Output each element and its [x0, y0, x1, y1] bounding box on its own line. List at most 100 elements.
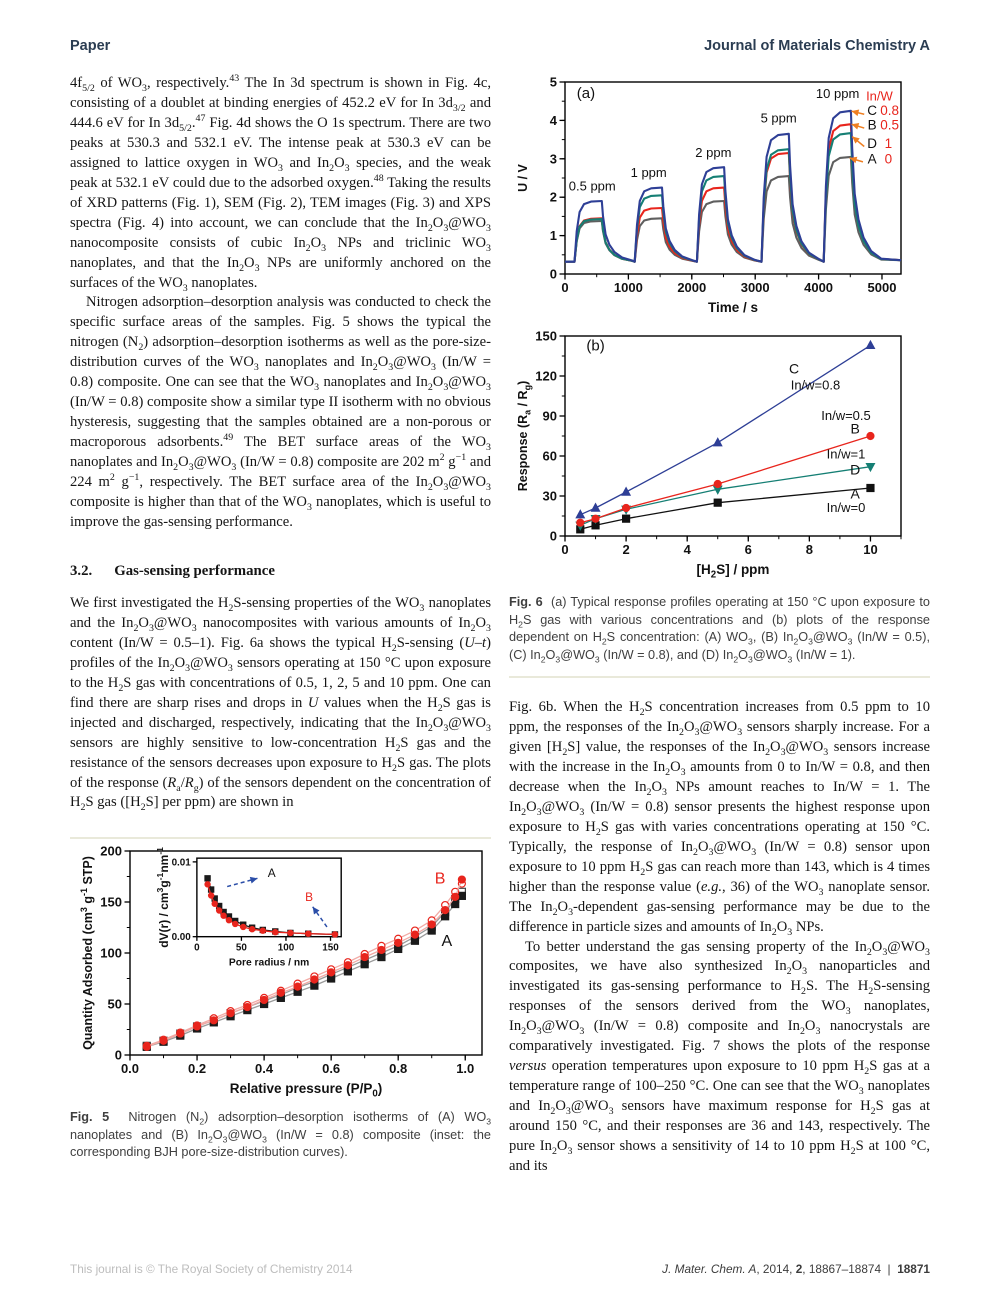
paragraph: To better understand the gas sensing pro…	[509, 938, 931, 1174]
page-footer: This journal is © The Royal Society of C…	[70, 1262, 930, 1276]
section-title: Gas-sensing performance	[114, 562, 275, 579]
svg-text:B: B	[435, 871, 446, 888]
section-heading: 3.2. Gas-sensing performance	[70, 563, 491, 580]
paragraph: We first investigated the H2S-sensing pr…	[70, 594, 491, 814]
svg-text:1: 1	[885, 136, 893, 151]
svg-text:0: 0	[115, 1048, 122, 1063]
svg-text:150: 150	[100, 895, 122, 910]
svg-text:B: B	[868, 118, 877, 133]
svg-text:30: 30	[543, 489, 557, 504]
svg-text:60: 60	[543, 449, 557, 464]
svg-text:0.5 ppm: 0.5 ppm	[569, 178, 616, 193]
svg-text:2: 2	[622, 542, 629, 557]
svg-text:0.4: 0.4	[255, 1061, 274, 1076]
svg-text:0.6: 0.6	[322, 1061, 340, 1076]
svg-text:4: 4	[684, 542, 692, 557]
svg-text:0.5: 0.5	[880, 118, 899, 133]
svg-text:0: 0	[885, 151, 893, 166]
svg-text:120: 120	[535, 369, 557, 384]
svg-text:3000: 3000	[741, 280, 770, 295]
paragraph: Fig. 6b. When the H2S concentration incr…	[509, 699, 931, 938]
svg-text:Pore radius / nm: Pore radius / nm	[229, 958, 309, 969]
page-header: Paper Journal of Materials Chemistry A	[70, 38, 930, 54]
journal-title: Journal of Materials Chemistry A	[704, 38, 930, 54]
svg-text:C: C	[867, 103, 877, 118]
svg-text:5000: 5000	[868, 280, 897, 295]
svg-text:A: A	[868, 151, 877, 166]
svg-text:200: 200	[100, 844, 122, 859]
svg-text:4000: 4000	[804, 280, 833, 295]
svg-text:90: 90	[543, 409, 557, 424]
svg-text:1000: 1000	[614, 280, 643, 295]
svg-text:1 ppm: 1 ppm	[631, 165, 667, 180]
svg-text:10: 10	[863, 542, 877, 557]
header-left-label: Paper	[70, 38, 111, 54]
paragraph: Nitrogen adsorption–desorption analysis …	[70, 294, 492, 530]
svg-text:In/w=0.8: In/w=0.8	[791, 377, 841, 392]
svg-text:100: 100	[100, 946, 122, 961]
figure-separator	[70, 837, 491, 840]
svg-text:[H2S] / ppm: [H2S] / ppm	[697, 562, 770, 581]
svg-text:In/w=1: In/w=1	[827, 447, 866, 462]
svg-text:3: 3	[550, 151, 557, 166]
paragraph: 4f5/2 of WO3, respectively.43 The In 3d …	[70, 73, 492, 294]
svg-text:Response (Ra / Rg): Response (Ra / Rg)	[516, 381, 532, 492]
svg-text:8: 8	[806, 542, 813, 557]
svg-text:0: 0	[550, 529, 557, 544]
svg-text:1.0: 1.0	[456, 1061, 474, 1076]
fig5-isotherm-chart: 0.0 0.2 0.4 0.6 0.8 1.0 0 50 100 150 200 Relative p…	[79, 844, 483, 1100]
citation-page-number: J. Mater. Chem. A, 2014, 2, 18867–18874 …	[662, 1262, 930, 1276]
left-column: 4f5/2 of WO3, respectively.43 The In 3d …	[70, 74, 491, 1162]
svg-text:A: A	[851, 486, 861, 502]
svg-text:0.8: 0.8	[880, 103, 899, 118]
fig6-caption: Fig. 6 (a) Typical response profiles ope…	[509, 595, 930, 665]
copyright-notice: This journal is © The Royal Society of C…	[70, 1262, 353, 1276]
svg-text:0: 0	[194, 943, 200, 954]
figure-separator	[509, 676, 930, 679]
svg-text:0: 0	[550, 267, 557, 282]
svg-text:Time / s: Time / s	[708, 300, 758, 315]
svg-text:D: D	[850, 462, 860, 478]
svg-text:50: 50	[108, 997, 122, 1012]
svg-text:100: 100	[278, 943, 295, 954]
svg-text:B: B	[305, 890, 313, 904]
svg-text:2000: 2000	[677, 280, 706, 295]
svg-text:C: C	[789, 360, 799, 376]
svg-text:50: 50	[236, 943, 247, 954]
svg-text:0.0: 0.0	[121, 1061, 139, 1076]
svg-text:In/W: In/W	[866, 88, 893, 103]
svg-text:In/w=0.5: In/w=0.5	[821, 408, 871, 423]
svg-text:10 ppm: 10 ppm	[816, 86, 859, 101]
svg-text:In/w=0: In/w=0	[827, 500, 866, 515]
svg-text:5 ppm: 5 ppm	[761, 110, 797, 125]
svg-text:150: 150	[535, 329, 557, 344]
svg-text:2: 2	[550, 190, 557, 205]
svg-text:D: D	[867, 136, 877, 151]
svg-text:0: 0	[561, 542, 568, 557]
svg-text:0.8: 0.8	[389, 1061, 407, 1076]
svg-text:U / V: U / V	[516, 163, 530, 191]
svg-text:B: B	[851, 420, 860, 436]
svg-text:A: A	[441, 933, 452, 950]
svg-text:150: 150	[322, 943, 339, 954]
svg-text:2 ppm: 2 ppm	[695, 145, 731, 160]
svg-text:0: 0	[561, 280, 568, 295]
svg-text:Relative pressure (P/P0): Relative pressure (P/P0)	[230, 1081, 382, 1100]
svg-text:dV(r) / cm3g-1nm-1: dV(r) / cm3g-1nm-1	[155, 847, 171, 948]
svg-text:1: 1	[550, 228, 557, 243]
svg-text:A: A	[268, 866, 276, 880]
svg-text:0.2: 0.2	[188, 1061, 206, 1076]
svg-text:0.01: 0.01	[172, 858, 192, 869]
svg-text:(b): (b)	[586, 338, 604, 355]
series-C	[565, 109, 902, 263]
svg-text:6: 6	[745, 542, 752, 557]
svg-text:5: 5	[550, 75, 557, 90]
svg-text:(a): (a)	[577, 85, 595, 102]
svg-text:Quantity Adsorbed (cm3 g-1 STP: Quantity Adsorbed (cm3 g-1 STP)	[79, 856, 95, 1050]
fig6b-response-concentration-chart: 0 2 4 6 8 10 0 30 60 90 120 150 [H2S] / ppm Response …	[516, 329, 902, 581]
fig5-caption: Fig. 5 Nitrogen (N2) adsorption–desorpti…	[70, 1110, 491, 1160]
svg-text:0.00: 0.00	[172, 933, 192, 944]
